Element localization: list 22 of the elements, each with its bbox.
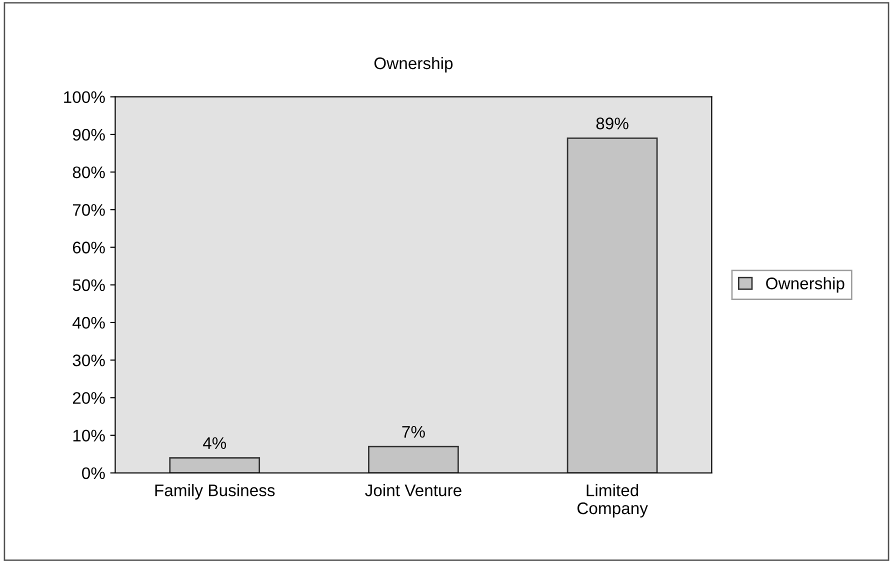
y-tick-label: 50% [72,279,105,292]
y-tick-label: 10% [73,430,105,442]
chart-title: Ownership [374,56,453,73]
y-tick-label: 0% [82,467,105,480]
data-label: 7% [402,426,425,438]
bar [169,457,260,473]
y-tick-label: 20% [72,392,105,404]
y-tick-label: 60% [72,242,105,254]
x-tick-label: Joint Venture [365,484,462,496]
data-label: 89% [596,118,628,130]
y-tick-label: 30% [72,354,105,366]
x-tick-label: Family Business [155,484,275,500]
y-tick-label: 100% [64,91,105,104]
data-label: 4% [202,437,226,449]
legend-label: Ownership [766,277,844,293]
bar [368,446,459,473]
bar [566,138,658,473]
y-tick-label: 90% [72,128,105,141]
y-tick-label: 80% [72,166,105,178]
y-tick-label: 40% [72,316,105,329]
y-tick-label: 70% [72,204,105,216]
x-tick-label: Limited Company [577,484,648,518]
